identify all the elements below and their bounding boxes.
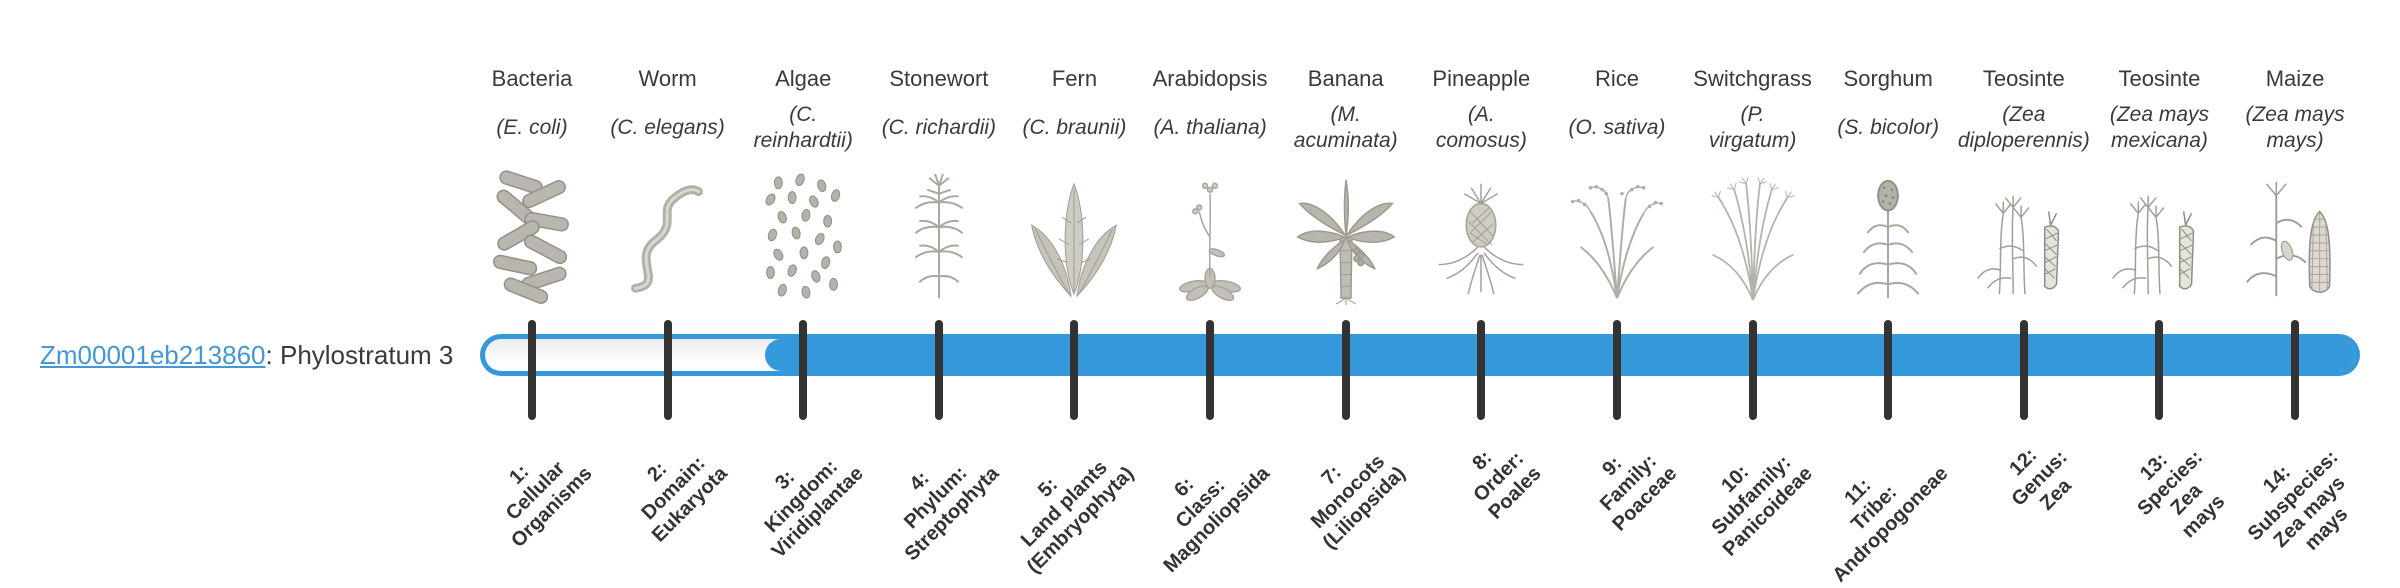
organism-scientific-name: (M. acuminata) [1293,102,1398,152]
gene-phylostratum-label: Zm00001eb213860: Phylostratum 3 [40,340,453,371]
phylostratum-annotation: : Phylostratum 3 [265,340,454,370]
organism-scientific-name: (C. richardii) [881,115,997,139]
organism-common-name: Pineapple [1432,66,1531,91]
organism-scientific-name: (C. braunii) [1022,115,1127,139]
organism-scientific-name: (O. sativa) [1568,115,1666,139]
worm-icon [603,168,733,306]
stratum-label: 10: Subfamily: Panicoideae [1707,451,1817,561]
tick-mark [663,320,672,420]
organism-common-name: Bacteria [491,66,573,91]
tick-mark [1206,320,1215,420]
tick-mark [528,320,536,420]
stratum-label: 3: Kingdom: Viridiplantae [760,455,868,563]
stratum-label: 6: Class: Magnoliopsida [1159,462,1275,578]
organism-common-name: Teosinte [1982,66,2065,91]
organism-common-name: Rice [1594,66,1639,91]
fern-icon [1009,168,1139,306]
organism-common-name: Switchgrass [1693,66,1812,91]
stonewort-icon [874,168,1004,306]
stratum-label: 7: Monocots (Liliopsida) [1307,450,1411,554]
stratum-label: 13: Species: Zea mays [2133,446,2230,542]
tick-mark [934,320,943,420]
tick-mark [1477,320,1486,420]
stratum-label: 5: Land plants (Embryophyta) [1017,456,1139,579]
tick-mark [1070,320,1079,420]
organism-scientific-name: (C. reinhardtii) [753,102,853,152]
organism-common-name: Banana [1307,66,1384,91]
organism-common-name: Arabidopsis [1152,66,1268,91]
stratum-label: 1: Cellular Organisms [501,457,597,553]
pineapple-icon [1416,168,1546,306]
rice-icon [1552,168,1682,306]
tick-mark [1884,320,1893,420]
organism-scientific-name: (A. comosus) [1435,102,1527,152]
organism-common-name: Maize [2265,66,2325,91]
tick-mark [1612,320,1621,420]
organism-common-name: Sorghum [1843,66,1933,91]
tick-mark [2291,320,2300,420]
maize-icon [2230,168,2360,306]
stratum-label: 4: Phylum: Streptophyta [899,462,1004,566]
stratum-label: 11: Tribe: Andropogoneae [1828,462,1953,587]
stratum-label: 2: Domain: Eukaryota [637,452,732,547]
gene-id-link[interactable]: Zm00001eb213860 [40,340,266,370]
algae-icon [738,168,868,306]
stratum-label: 12: Genus: Zea [2005,444,2076,515]
tick-mark [2155,320,2164,420]
organism-scientific-name: (E. coli) [496,115,568,139]
bar-fill [765,339,2355,371]
organism-scientific-name: (Zea mays mays) [2245,102,2345,152]
organism-scientific-name: (Zea diploperennis) [1957,102,2090,152]
tick-mark [1748,320,1757,420]
teosinte-icon [2094,168,2224,306]
tick-mark [2019,320,2028,420]
organism-common-name: Algae [775,66,832,91]
stratum-label: 8: Order: Poales [1468,446,1546,524]
banana-icon [1281,168,1411,306]
organism-scientific-name: (C. elegans) [610,115,725,139]
organism-common-name: Worm [638,66,697,91]
organism-common-name: Teosinte [2118,66,2201,91]
arabidopsis-icon [1145,168,1275,306]
tick-mark [1341,320,1350,420]
switchgrass-icon [1688,168,1818,306]
organism-common-name: Fern [1051,66,1098,91]
organism-scientific-name: (P. virgatum) [1708,102,1797,152]
sorghum-icon [1823,168,1953,306]
phylostrata-bar [480,334,2360,376]
organism-common-name: Stonewort [889,66,989,91]
tick-mark [799,320,808,420]
organism-scientific-name: (S. bicolor) [1837,115,1939,139]
bacteria-icon [467,168,597,306]
organism-scientific-name: (A. thaliana) [1153,115,1267,139]
organism-scientific-name: (Zea mays mexicana) [2109,102,2210,152]
stratum-label: 9: Family: Poaceae [1595,450,1682,536]
teosinte-icon [1959,168,2089,306]
stratum-label: 14: Subspecies: Zea mays mays [2244,446,2353,555]
